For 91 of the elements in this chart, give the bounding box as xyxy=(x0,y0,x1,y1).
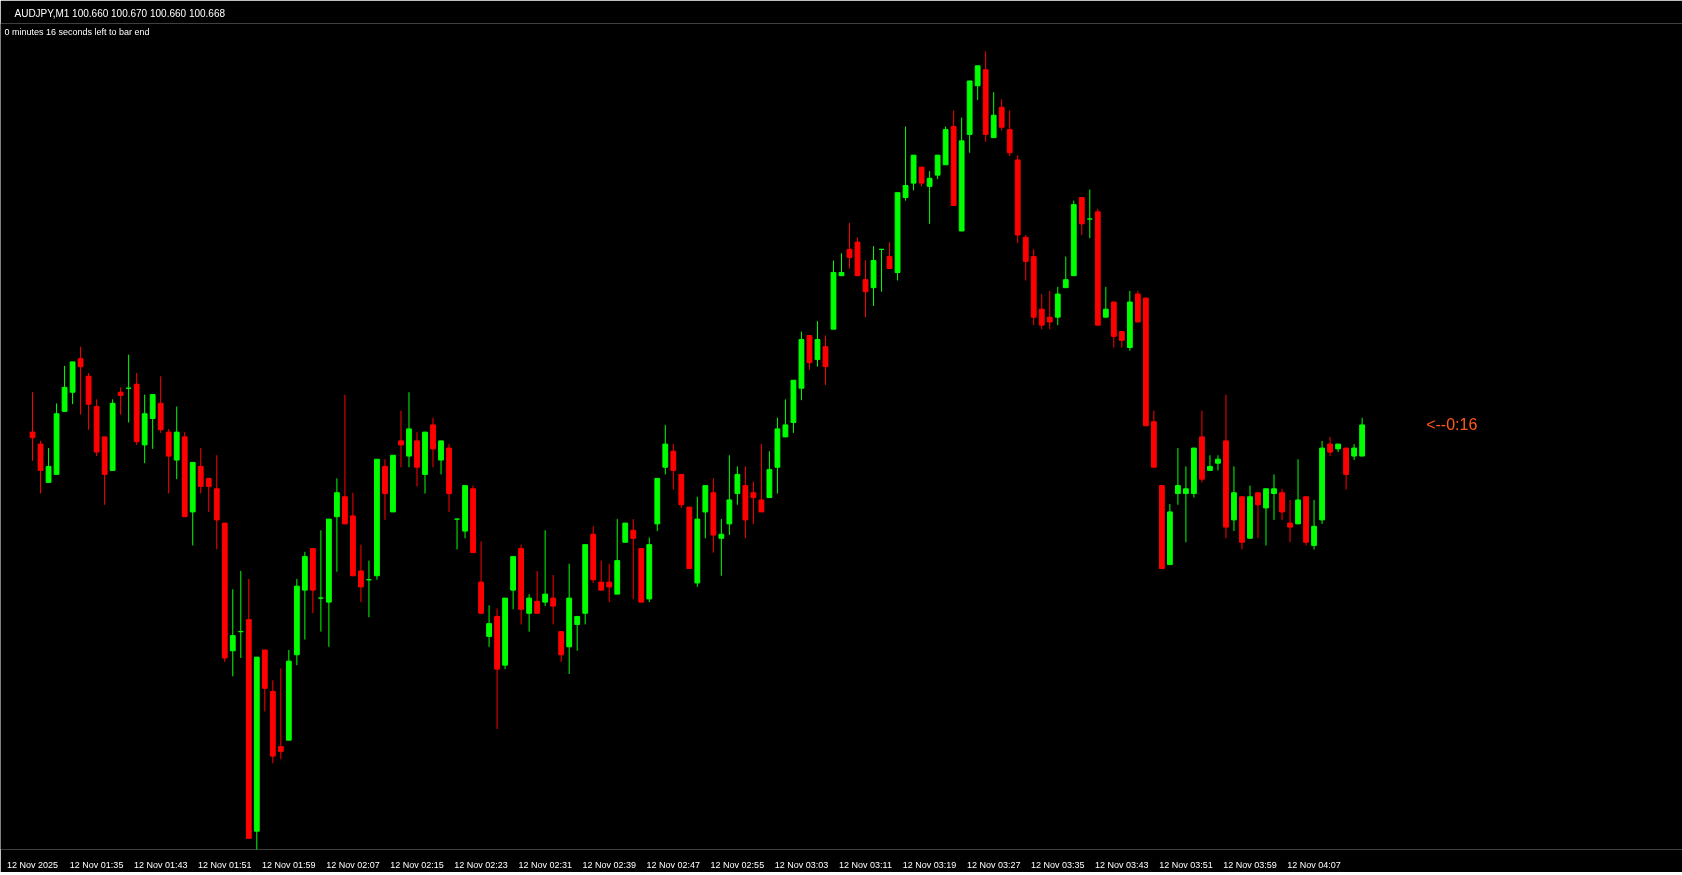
candlestick xyxy=(1102,286,1109,318)
candlestick xyxy=(814,320,821,368)
candlestick xyxy=(430,417,436,468)
candlestick xyxy=(1175,447,1181,506)
candlestick xyxy=(1311,499,1317,550)
candlestick xyxy=(862,260,869,318)
x-tick-label: 12 Nov 02:07 xyxy=(326,859,380,870)
candlestick xyxy=(197,447,204,495)
candlestick xyxy=(398,410,404,468)
x-tick-label: 12 Nov 01:43 xyxy=(133,859,188,870)
candlestick xyxy=(1086,189,1093,239)
x-tick-label: 12 Nov 03:51 xyxy=(1159,859,1213,870)
x-tick-label: 12 Nov 02:31 xyxy=(518,859,572,870)
candlestick xyxy=(1255,492,1261,539)
candlestick xyxy=(886,241,893,270)
x-tick-label: 12 Nov 03:43 xyxy=(1095,859,1149,870)
candlestick xyxy=(1006,109,1013,157)
candlestick xyxy=(902,125,909,202)
candlestick xyxy=(974,65,981,101)
candlestick xyxy=(149,394,156,450)
candlestick xyxy=(558,631,565,663)
candlestick xyxy=(534,570,541,614)
candlestick xyxy=(606,563,613,603)
candlestick xyxy=(550,574,557,625)
x-tick-label: 12 Nov 01:59 xyxy=(262,859,316,870)
candlestick xyxy=(45,447,52,483)
candlestick xyxy=(622,522,629,543)
candlestick xyxy=(630,518,637,600)
candlestick xyxy=(1295,458,1301,525)
candlestick xyxy=(1046,290,1053,330)
x-tick-label: 12 Nov 02:15 xyxy=(390,859,444,870)
x-tick-label: 12 Nov 01:35 xyxy=(69,859,124,870)
candlestick xyxy=(277,667,284,760)
x-tick-label: 12 Nov 03:03 xyxy=(774,859,829,870)
candlestick xyxy=(1279,488,1285,521)
candlestick xyxy=(438,440,444,475)
x-tick-label: 12 Nov 02:55 xyxy=(710,859,765,870)
candlestick xyxy=(1022,234,1029,281)
candlestick xyxy=(1287,499,1293,543)
candlestick xyxy=(542,529,549,607)
candlestick xyxy=(358,544,364,603)
x-tick-label: 12 Nov 03:11 xyxy=(839,859,892,870)
candlestick xyxy=(1038,293,1045,330)
candlestick xyxy=(61,365,68,412)
x-tick-label: 12 Nov 04:07 xyxy=(1287,859,1341,870)
candlestick xyxy=(662,424,669,475)
candlestick xyxy=(918,166,925,187)
x-tick-label: 12 Nov 03:27 xyxy=(966,859,1021,870)
candlestick xyxy=(822,335,829,386)
candlestick xyxy=(934,154,941,180)
candlestick xyxy=(598,560,605,591)
x-tick-label: 12 Nov 03:35 xyxy=(1030,859,1085,870)
candlestick xyxy=(229,588,236,677)
candlestick xyxy=(317,529,324,633)
x-tick-label: 12 Nov 2025 xyxy=(7,859,59,870)
candlestick xyxy=(1215,454,1221,471)
x-tick-label: 12 Nov 02:47 xyxy=(646,859,701,870)
candlestick xyxy=(526,593,533,633)
chart-title: AUDJPY,M1 100.660 100.670 100.660 100.668 xyxy=(14,7,226,19)
candlestick xyxy=(1183,465,1189,543)
text: 0 minutes 16 seconds left to bar end xyxy=(4,26,150,37)
candlestick xyxy=(77,346,84,416)
annotation: <--0:16 xyxy=(1426,416,1478,434)
candlestick xyxy=(1054,286,1061,326)
candlestick xyxy=(1207,454,1213,471)
x-tick-label: 12 Nov 02:23 xyxy=(454,859,508,870)
candlestick xyxy=(205,477,212,513)
candlestick xyxy=(165,428,172,495)
candlestick xyxy=(117,386,124,416)
candlestick xyxy=(486,604,492,648)
candlestick xyxy=(1327,436,1333,457)
candlestick xyxy=(574,615,581,652)
candlestick xyxy=(998,98,1005,131)
x-tick-label: 12 Nov 03:59 xyxy=(1223,859,1277,870)
candlestick xyxy=(782,398,789,438)
x-tick-label: 12 Nov 02:39 xyxy=(582,859,636,870)
candlestick xyxy=(1271,473,1277,521)
candlestick xyxy=(334,477,340,573)
candlestick xyxy=(734,465,741,506)
candlestick xyxy=(1062,256,1069,289)
candlestick xyxy=(926,170,933,225)
x-tick-label: 12 Nov 03:19 xyxy=(902,859,957,870)
candlestick xyxy=(758,443,765,513)
candlestick xyxy=(718,518,725,577)
x-tick-label: 12 Nov 01:51 xyxy=(198,859,252,870)
candlestick xyxy=(1263,488,1269,546)
candlestick xyxy=(726,454,733,536)
candlestick xyxy=(750,481,757,525)
candlestick xyxy=(670,443,677,491)
candlestick xyxy=(29,391,36,462)
candlestick xyxy=(990,91,997,139)
